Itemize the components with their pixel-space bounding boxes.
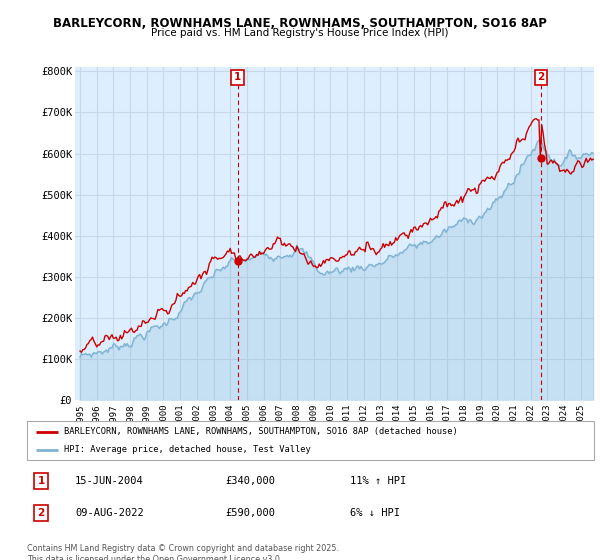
Text: 11% ↑ HPI: 11% ↑ HPI [350,476,406,486]
Text: 1: 1 [234,72,241,82]
Text: HPI: Average price, detached house, Test Valley: HPI: Average price, detached house, Test… [64,445,311,454]
Text: 1: 1 [38,476,45,486]
Text: Price paid vs. HM Land Registry's House Price Index (HPI): Price paid vs. HM Land Registry's House … [151,28,449,38]
Text: 15-JUN-2004: 15-JUN-2004 [75,476,144,486]
Text: Contains HM Land Registry data © Crown copyright and database right 2025.
This d: Contains HM Land Registry data © Crown c… [27,544,339,560]
Text: 09-AUG-2022: 09-AUG-2022 [75,508,144,518]
Text: BARLEYCORN, ROWNHAMS LANE, ROWNHAMS, SOUTHAMPTON, SO16 8AP: BARLEYCORN, ROWNHAMS LANE, ROWNHAMS, SOU… [53,17,547,30]
Text: 2: 2 [538,72,545,82]
Text: 2: 2 [38,508,45,518]
Text: 6% ↓ HPI: 6% ↓ HPI [350,508,400,518]
Text: £340,000: £340,000 [226,476,275,486]
FancyBboxPatch shape [27,421,594,460]
Text: BARLEYCORN, ROWNHAMS LANE, ROWNHAMS, SOUTHAMPTON, SO16 8AP (detached house): BARLEYCORN, ROWNHAMS LANE, ROWNHAMS, SOU… [64,427,458,436]
Text: £590,000: £590,000 [226,508,275,518]
